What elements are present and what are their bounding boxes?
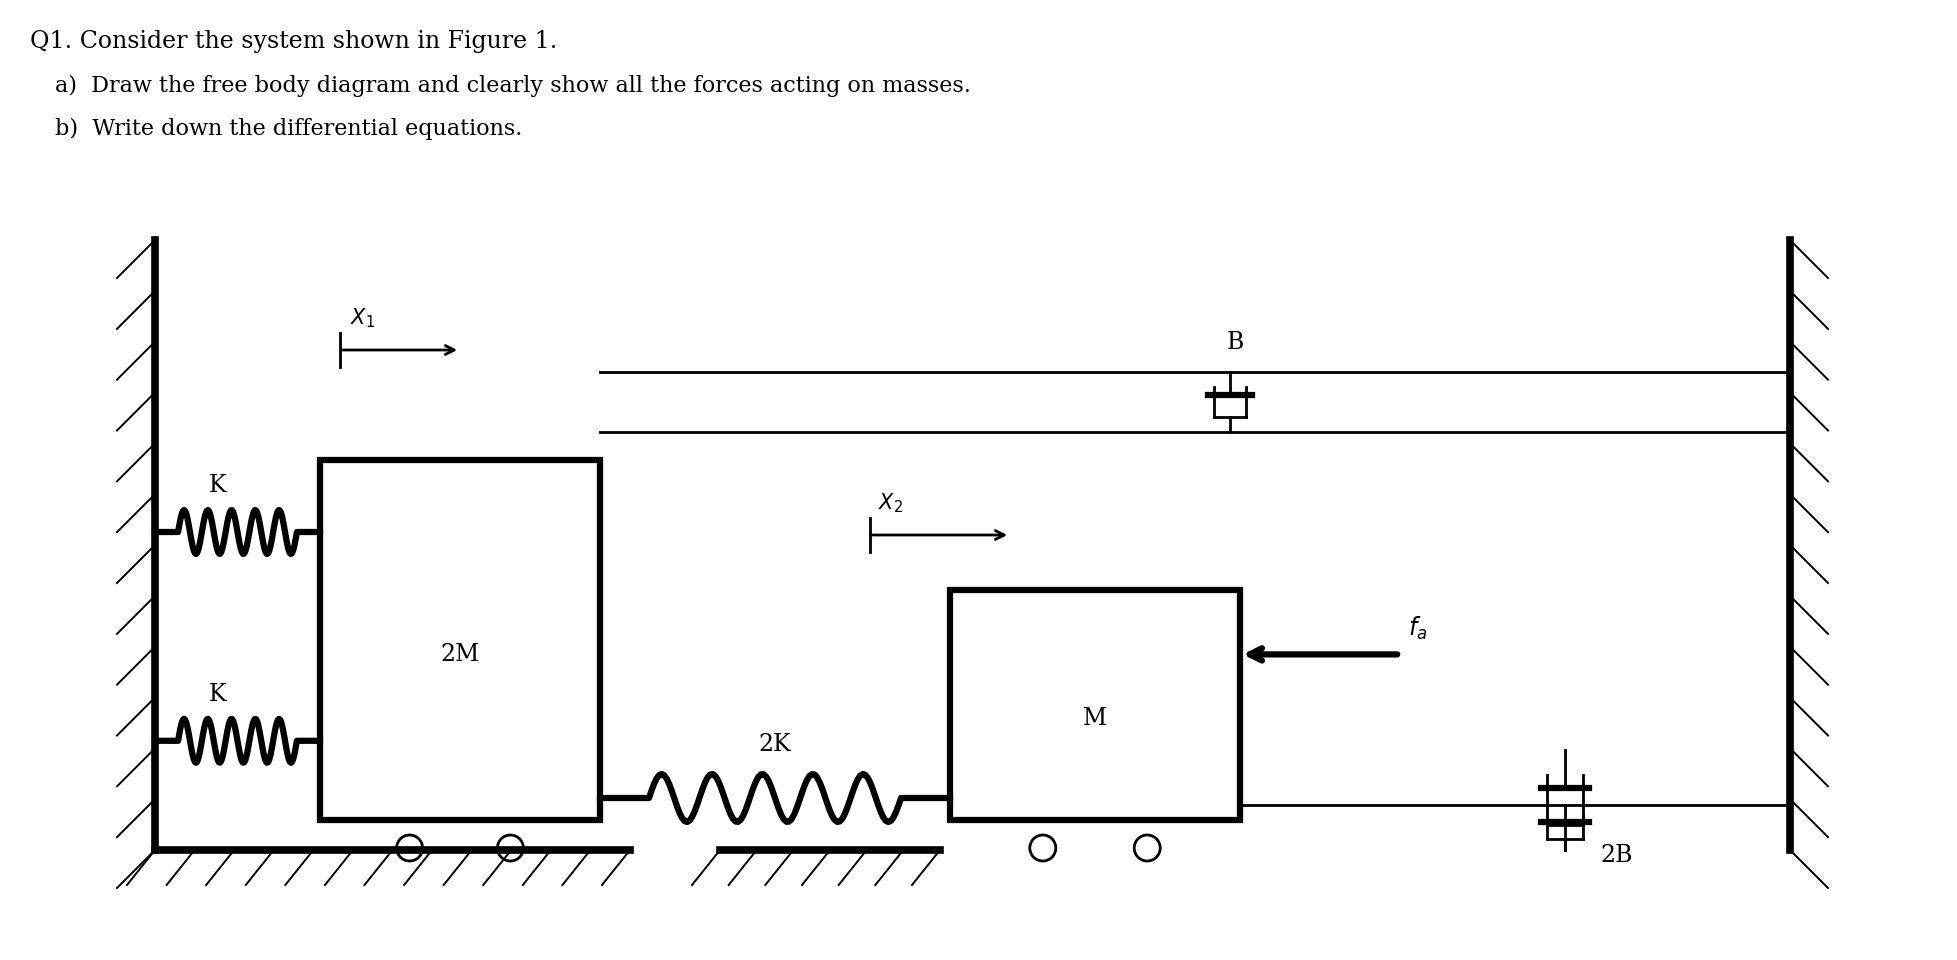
Text: $f_a$: $f_a$	[1407, 615, 1427, 642]
Text: Q1. Consider the system shown in Figure 1.: Q1. Consider the system shown in Figure …	[29, 30, 558, 53]
Text: K: K	[209, 474, 227, 497]
Bar	[319, 460, 599, 820]
Text: K: K	[209, 683, 227, 706]
Text: a)  Draw the free body diagram and clearly show all the forces acting on masses.: a) Draw the free body diagram and clearl…	[55, 75, 971, 97]
Text: $X_1$: $X_1$	[350, 306, 376, 330]
Text: $X_2$: $X_2$	[877, 492, 902, 515]
Text: b)  Write down the differential equations.: b) Write down the differential equations…	[55, 118, 523, 140]
Text: 2K: 2K	[757, 733, 791, 756]
Bar	[949, 590, 1239, 820]
Text: B: B	[1225, 331, 1243, 354]
Text: M: M	[1082, 708, 1106, 731]
Text: 2M: 2M	[440, 643, 479, 666]
Text: 2B: 2B	[1599, 844, 1632, 867]
